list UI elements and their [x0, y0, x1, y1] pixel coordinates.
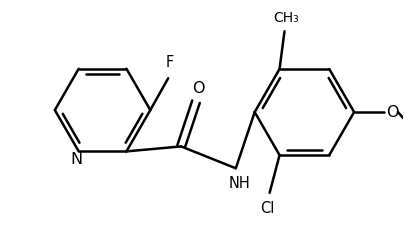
- Text: N: N: [71, 152, 83, 167]
- Text: Cl: Cl: [261, 201, 275, 216]
- Text: O: O: [192, 81, 204, 96]
- Text: NH: NH: [229, 176, 250, 191]
- Text: CH₃: CH₃: [274, 11, 299, 25]
- Text: O: O: [386, 105, 398, 120]
- Text: F: F: [166, 55, 174, 70]
